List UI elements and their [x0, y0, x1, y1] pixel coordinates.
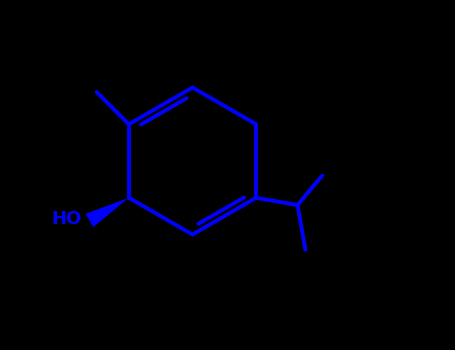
Polygon shape — [86, 198, 129, 227]
Text: HO: HO — [51, 210, 82, 228]
